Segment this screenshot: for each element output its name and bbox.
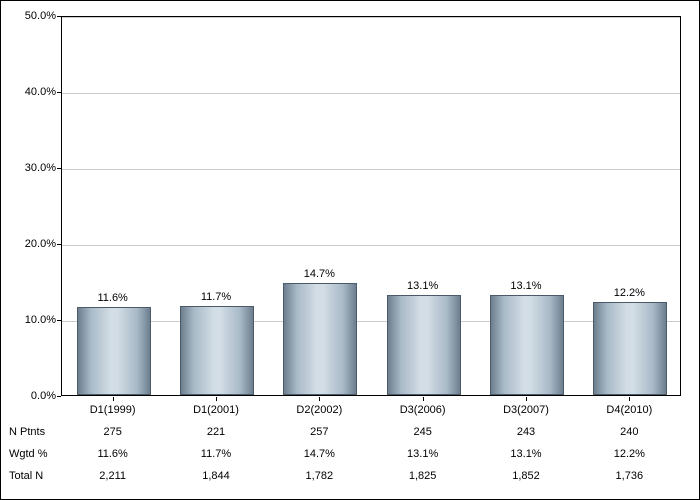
table-cell: 257 [268, 426, 371, 438]
y-tick-mark [57, 168, 61, 169]
table-cell: 14.7% [268, 448, 371, 460]
table-cell: 240 [578, 426, 681, 438]
plot-area [61, 16, 681, 396]
bar [490, 295, 564, 395]
y-axis-tick-label: 30.0% [1, 162, 56, 174]
bar-value-label: 13.1% [383, 280, 463, 292]
x-tick-mark [113, 397, 114, 401]
table-cell: 12.2% [578, 448, 681, 460]
y-tick-mark [57, 396, 61, 397]
x-axis-category-label: D3(2007) [474, 404, 577, 416]
table-cell: 13.1% [474, 448, 577, 460]
chart-container: 0.0% 10.0% 20.0% 30.0% 40.0% 50.0% 11.6% D1(199… [0, 0, 700, 500]
table-cell: 2,211 [61, 470, 164, 482]
y-axis-tick-label: 10.0% [1, 314, 56, 326]
table-cell: 245 [371, 426, 474, 438]
x-tick-mark [216, 397, 217, 401]
x-axis-category-label: D1(2001) [164, 404, 267, 416]
x-tick-mark [423, 397, 424, 401]
bar [593, 302, 667, 395]
y-tick-mark [57, 320, 61, 321]
y-tick-mark [57, 16, 61, 17]
grid-line [62, 245, 680, 246]
x-tick-mark [319, 397, 320, 401]
grid-line [62, 169, 680, 170]
x-tick-mark [526, 397, 527, 401]
bar-value-label: 11.7% [176, 291, 256, 303]
x-axis-category-label: D1(1999) [61, 404, 164, 416]
table-row-label: N Ptnts [9, 426, 45, 438]
table-cell: 243 [474, 426, 577, 438]
table-cell: 1,844 [164, 470, 267, 482]
table-cell: 1,825 [371, 470, 474, 482]
table-cell: 11.6% [61, 448, 164, 460]
table-row-label: Total N [9, 470, 43, 482]
y-axis-tick-label: 20.0% [1, 238, 56, 250]
table-cell: 221 [164, 426, 267, 438]
table-cell: 13.1% [371, 448, 474, 460]
y-axis-tick-label: 40.0% [1, 86, 56, 98]
bar [180, 306, 254, 395]
y-tick-mark [57, 244, 61, 245]
table-cell: 11.7% [164, 448, 267, 460]
x-tick-mark [629, 397, 630, 401]
x-axis-category-label: D3(2006) [371, 404, 474, 416]
grid-line [62, 17, 680, 18]
table-cell: 1,736 [578, 470, 681, 482]
bar-value-label: 13.1% [486, 280, 566, 292]
bar-value-label: 14.7% [279, 268, 359, 280]
table-cell: 1,852 [474, 470, 577, 482]
x-axis-category-label: D4(2010) [578, 404, 681, 416]
y-axis-tick-label: 50.0% [1, 10, 56, 22]
table-cell: 275 [61, 426, 164, 438]
bar [77, 307, 151, 395]
table-cell: 1,782 [268, 470, 371, 482]
grid-line [62, 321, 680, 322]
bar-value-label: 11.6% [73, 292, 153, 304]
x-axis-category-label: D2(2002) [268, 404, 371, 416]
y-axis-tick-label: 0.0% [1, 390, 56, 402]
table-row-label: Wgtd % [9, 448, 48, 460]
bar [387, 295, 461, 395]
bar [283, 283, 357, 395]
grid-line [62, 93, 680, 94]
y-tick-mark [57, 92, 61, 93]
bar-value-label: 12.2% [589, 287, 669, 299]
